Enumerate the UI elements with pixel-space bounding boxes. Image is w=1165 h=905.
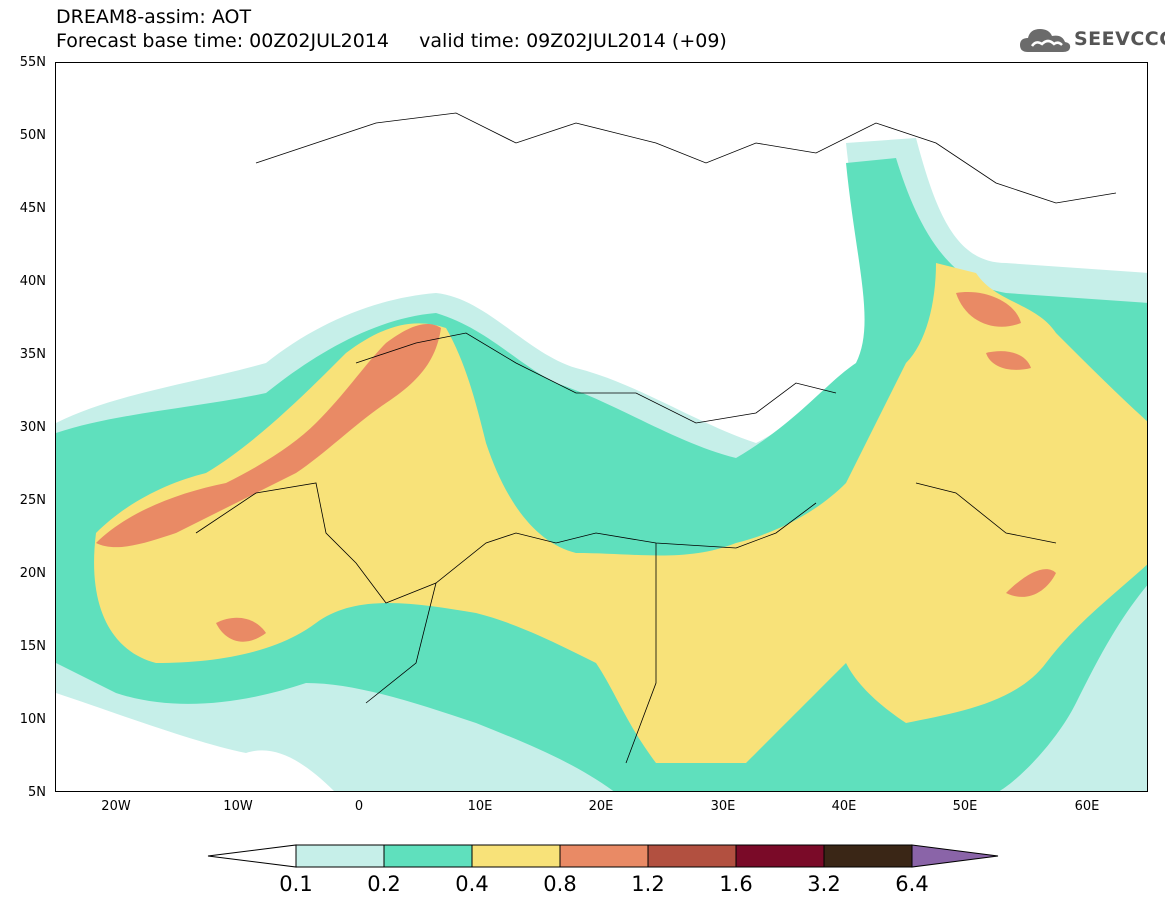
lat-label-55n: 55N bbox=[19, 55, 46, 70]
aot-colorbar bbox=[207, 844, 999, 868]
colorbar-bin-1-6-3-2 bbox=[735, 844, 825, 868]
lon-label-20e: 20E bbox=[588, 799, 614, 814]
colorbar-label-0-2: 0.2 bbox=[367, 872, 401, 896]
lat-label-50n: 50N bbox=[19, 128, 46, 143]
lat-label-30n: 30N bbox=[19, 420, 46, 435]
lon-label-50e: 50E bbox=[952, 799, 978, 814]
colorbar-under-arrow bbox=[207, 844, 297, 868]
colorbar-bin-0-1-0-2 bbox=[295, 844, 385, 868]
colorbar-label-6-4: 6.4 bbox=[895, 872, 929, 896]
colorbar-bin-0-8-1-2 bbox=[559, 844, 649, 868]
lat-label-5n: 5N bbox=[28, 785, 46, 800]
colorbar-label-3-2: 3.2 bbox=[807, 872, 841, 896]
colorbar-over-arrow bbox=[911, 844, 999, 868]
colorbar-bin-3-2-6-4 bbox=[823, 844, 913, 868]
lon-label-60e: 60E bbox=[1074, 799, 1100, 814]
cloud-icon bbox=[1020, 29, 1071, 52]
lat-label-45n: 45N bbox=[19, 201, 46, 216]
lon-label-10w: 10W bbox=[223, 799, 253, 814]
lon-label-10e: 10E bbox=[467, 799, 493, 814]
colorbar-label-1-2: 1.2 bbox=[631, 872, 665, 896]
colorbar-label-0-8: 0.8 bbox=[543, 872, 577, 896]
lat-label-35n: 35N bbox=[19, 347, 46, 362]
lon-label-30e: 30E bbox=[710, 799, 736, 814]
colorbar-bin-1-2-1-6 bbox=[647, 844, 737, 868]
lat-label-15n: 15N bbox=[19, 639, 46, 654]
aot-contour-0-8 bbox=[96, 292, 1056, 642]
country-borders bbox=[195, 112, 1117, 764]
colorbar-label-1-6: 1.6 bbox=[719, 872, 753, 896]
colorbar-label-0-4: 0.4 bbox=[455, 872, 489, 896]
seevccc-logo: SEEVCCC bbox=[1018, 24, 1165, 58]
colorbar-label-0-1: 0.1 bbox=[279, 872, 313, 896]
colorbar-bin-0-2-0-4 bbox=[383, 844, 473, 868]
lat-label-25n: 25N bbox=[19, 493, 46, 508]
lon-label-20w: 20W bbox=[101, 799, 131, 814]
logo-text: SEEVCCC bbox=[1074, 28, 1165, 50]
forecast-time-label: Forecast base time: 00Z02JUL2014 valid t… bbox=[56, 30, 727, 52]
lon-label-40e: 40E bbox=[831, 799, 857, 814]
lat-label-40n: 40N bbox=[19, 274, 46, 289]
lat-label-10n: 10N bbox=[19, 712, 46, 727]
lon-label-0: 0 bbox=[354, 799, 364, 814]
aot-field bbox=[56, 112, 1147, 791]
aot-map bbox=[55, 62, 1148, 792]
colorbar-bin-0-4-0-8 bbox=[471, 844, 561, 868]
map-title: DREAM8-assim: AOT bbox=[56, 6, 252, 28]
lat-label-20n: 20N bbox=[19, 566, 46, 581]
